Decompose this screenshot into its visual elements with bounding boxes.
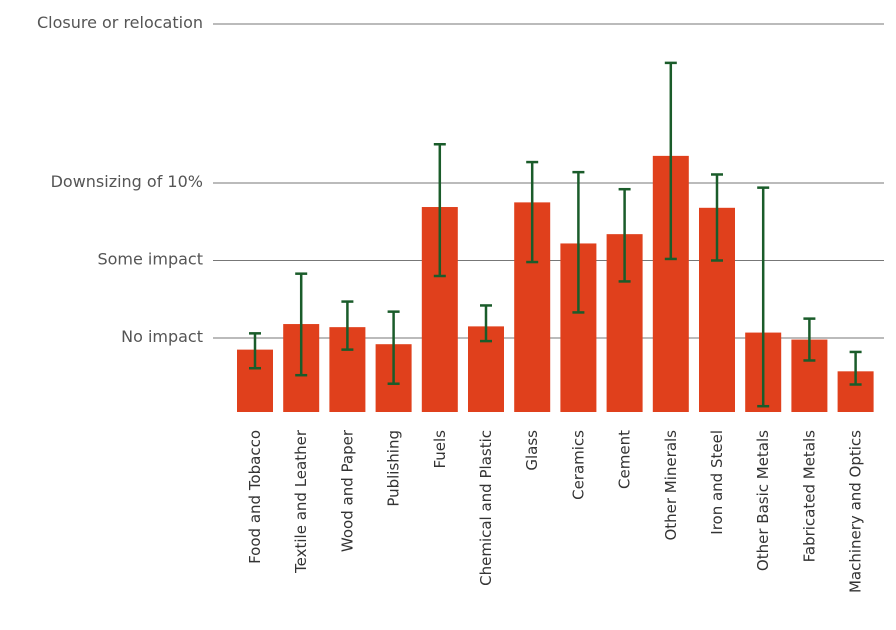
y-level-label: Downsizing of 10% (51, 172, 203, 191)
x-tick-label: Textile and Leather (292, 429, 310, 574)
x-tick-label: Food and Tobacco (246, 430, 264, 564)
error-bar (295, 272, 308, 377)
x-axis-labels: Food and Tobacco Textile and Leather Wood … (246, 429, 865, 593)
error-bar (433, 143, 446, 278)
x-tick-label: Iron and Steel (708, 430, 726, 535)
x-tick-label: Ceramics (569, 430, 587, 500)
error-bar (341, 300, 354, 351)
x-tick-label: Wood and Paper (338, 429, 356, 552)
error-bar (618, 187, 631, 283)
error-bar (664, 61, 677, 261)
bars (237, 155, 874, 412)
error-bar (526, 160, 539, 264)
error-bar (249, 332, 261, 370)
x-tick-label: Glass (523, 430, 541, 471)
x-tick-label: Cement (616, 430, 634, 489)
error-bar (757, 186, 770, 408)
y-level-label: Some impact (97, 250, 203, 269)
y-level-label: No impact (121, 327, 203, 346)
error-bar (711, 173, 723, 262)
error-bar (387, 310, 400, 385)
x-tick-label: Fabricated Metals (800, 430, 818, 563)
error-bar (572, 170, 585, 314)
y-level-label: Closure or relocation (37, 13, 203, 32)
error-bar (803, 317, 816, 362)
error-bar (480, 304, 492, 343)
x-tick-label: Other Basic Metals (754, 430, 772, 571)
error-bars (249, 61, 862, 408)
x-tick-label: Publishing (385, 430, 403, 507)
x-tick-label: Machinery and Optics (847, 430, 865, 593)
x-tick-label: Other Minerals (662, 430, 680, 541)
y-axis-labels: No impact Some impact Downsizing of 10% Clo… (37, 13, 203, 346)
error-bar (849, 350, 862, 386)
x-tick-label: Chemical and Plastic (477, 430, 495, 586)
x-tick-label: Fuels (431, 430, 449, 469)
